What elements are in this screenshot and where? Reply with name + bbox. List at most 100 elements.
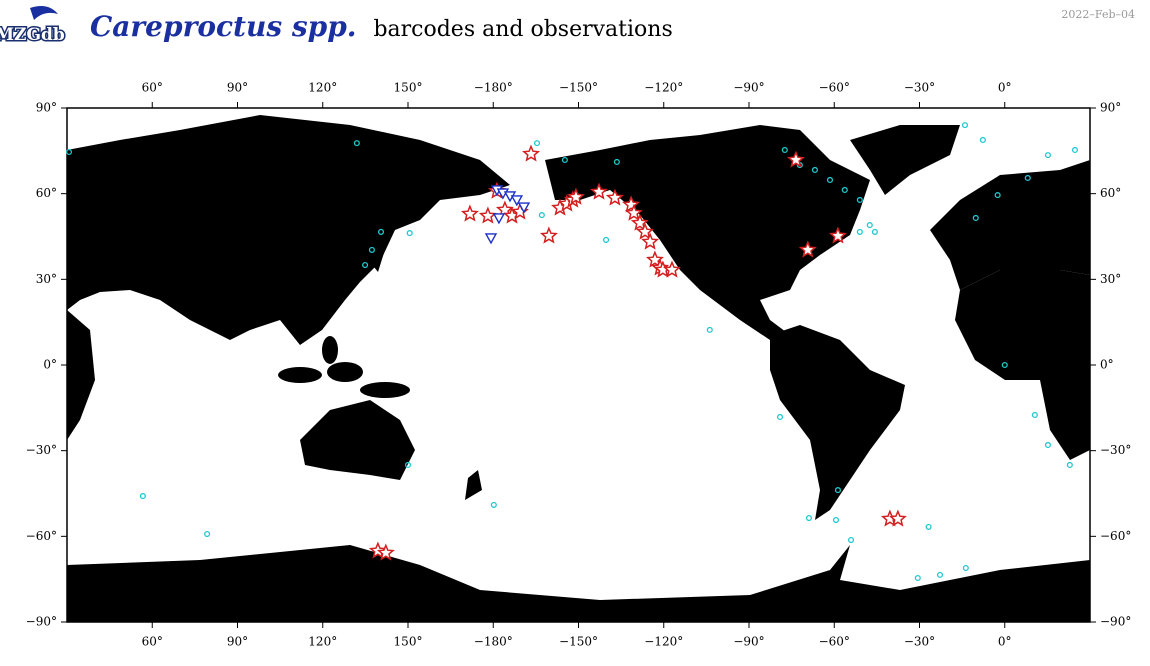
island	[327, 362, 363, 382]
antarctica	[67, 545, 1090, 622]
observation-point	[561, 156, 568, 164]
observation-point	[613, 158, 620, 166]
barcode-star	[624, 203, 643, 221]
barcode-star	[539, 226, 558, 244]
observation-point	[490, 501, 497, 508]
barcode-star	[522, 144, 541, 162]
observation-point	[811, 166, 818, 174]
x-tick-label: −150°	[559, 81, 598, 95]
x-tick-label: −150°	[559, 635, 598, 649]
barcode-star	[589, 182, 608, 200]
observation-point	[972, 214, 979, 221]
observation-point	[914, 574, 921, 582]
barcode-triangle	[492, 213, 506, 225]
observation-point	[871, 228, 878, 235]
new-zealand	[465, 470, 482, 500]
observation-point	[1066, 461, 1073, 468]
observation-point	[362, 262, 369, 269]
x-tick-label: −120°	[644, 81, 683, 95]
observation-point	[139, 493, 146, 500]
x-tick-label: 90°	[227, 81, 248, 95]
observation-point	[994, 192, 1001, 199]
x-tick-label: 0°	[998, 81, 1012, 95]
island	[360, 382, 410, 398]
observation-point	[925, 523, 932, 530]
y-tick-label: 30°	[1100, 272, 1121, 286]
observation-point	[1044, 441, 1051, 449]
y-tick-label: 60°	[1100, 186, 1121, 200]
y-tick-label: 60°	[36, 186, 57, 200]
observation-point	[776, 413, 784, 421]
x-tick-label: 120°	[308, 635, 337, 649]
y-tick-label: −60°	[26, 529, 57, 543]
observation-point	[377, 228, 385, 235]
observation-point	[805, 515, 813, 522]
observation-point	[533, 140, 541, 147]
observation-point	[65, 148, 73, 156]
barcode-star	[636, 222, 654, 240]
x-tick-label: 120°	[308, 81, 337, 95]
observation-point	[1071, 146, 1078, 154]
observation-point	[1044, 152, 1051, 159]
africa-east	[67, 310, 95, 440]
observation-point	[936, 571, 944, 578]
y-tick-label: −30°	[1100, 443, 1131, 457]
observation-point	[204, 530, 211, 538]
observation-point	[856, 196, 863, 203]
observation-point	[856, 228, 863, 235]
africa	[955, 270, 1090, 460]
barcode-triangle	[510, 195, 524, 207]
y-tick-label: 30°	[36, 272, 57, 286]
observation-point	[368, 246, 375, 253]
barcode-star	[888, 509, 907, 527]
island	[278, 367, 322, 383]
observation-point	[538, 212, 545, 219]
x-tick-label: 0°	[998, 635, 1012, 649]
logo-swoosh	[30, 6, 58, 20]
north-america	[545, 125, 870, 340]
x-tick-label: 150°	[394, 635, 423, 649]
x-tick-label: −60°	[819, 635, 850, 649]
y-tick-label: 90°	[36, 101, 57, 115]
date: 2022–Feb–04	[1061, 8, 1135, 21]
observation-point	[847, 536, 855, 544]
observation-point	[979, 136, 986, 144]
barcode-triangle	[517, 202, 531, 214]
observation-point	[834, 487, 841, 494]
x-tick-label: −90°	[733, 635, 764, 649]
x-tick-label: −90°	[733, 81, 764, 95]
y-tick-label: −90°	[26, 615, 57, 629]
x-tick-label: −30°	[904, 81, 935, 95]
europe	[930, 160, 1090, 290]
barcode-star	[663, 260, 681, 278]
observation-point	[706, 326, 713, 333]
x-tick-label: −180°	[474, 635, 513, 649]
observation-point	[781, 146, 788, 154]
japan	[362, 228, 388, 272]
observation-point	[406, 230, 413, 237]
observation-point	[832, 517, 840, 524]
observation-point	[961, 122, 969, 129]
x-tick-label: −30°	[904, 635, 935, 649]
australia	[300, 400, 415, 480]
observation-point	[603, 236, 610, 243]
barcode-star	[605, 188, 624, 206]
barcode-star	[828, 226, 847, 244]
x-tick-label: 90°	[227, 635, 248, 649]
title: Careproctus spp. barcodes and observatio…	[90, 10, 673, 43]
x-tick-label: −120°	[644, 635, 683, 649]
barcode-star	[566, 187, 585, 205]
x-tick-label: 60°	[142, 81, 163, 95]
eurasia	[67, 115, 510, 345]
observation-point	[404, 461, 412, 468]
observation-point	[866, 222, 873, 229]
y-tick-label: −90°	[1100, 615, 1131, 629]
y-tick-label: 0°	[1100, 358, 1114, 372]
logo-text: MZGdb	[0, 25, 65, 45]
title-taxon: Careproctus spp.	[90, 10, 357, 43]
barcode-star	[630, 213, 649, 231]
x-tick-label: −60°	[819, 81, 850, 95]
title-rest: barcodes and observations	[373, 17, 672, 42]
barcode-star	[478, 206, 497, 224]
